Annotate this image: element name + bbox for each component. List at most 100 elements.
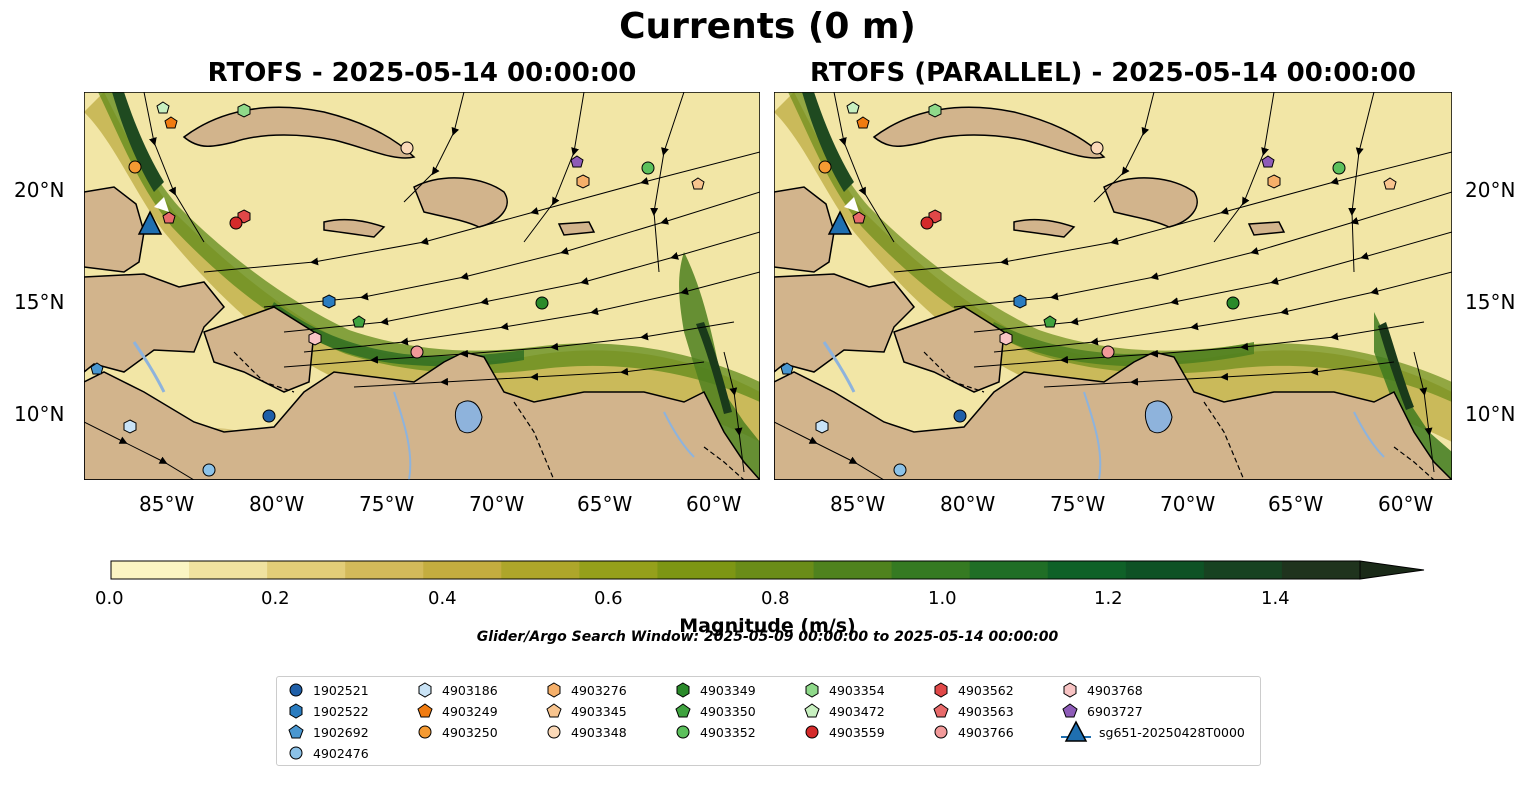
colorbar-segment <box>813 561 893 579</box>
current-map-right <box>774 92 1452 480</box>
legend-item: 4903348 <box>545 723 627 741</box>
lon-label-right-75: 75°W <box>1050 492 1106 516</box>
lon-label-left-60: 60°W <box>686 492 742 516</box>
colorbar-tick-3: 0.6 <box>594 588 623 609</box>
legend-marker-icon <box>805 682 819 698</box>
lon-label-right-80: 80°W <box>940 492 996 516</box>
legend-label: 1902521 <box>313 682 369 698</box>
colorbar-segment <box>423 561 502 579</box>
lat-label-right-20: 20°N <box>1465 178 1516 202</box>
colorbar-tick-4: 0.8 <box>761 588 790 609</box>
legend-label: 4903563 <box>958 703 1014 719</box>
legend-label: 4903766 <box>958 724 1014 740</box>
colorbar-segment <box>1125 561 1205 579</box>
legend-label: 4903276 <box>571 682 627 698</box>
legend-marker-icon <box>289 746 303 760</box>
legend-item: sg651-20250428T0000 <box>1061 720 1245 744</box>
legend-item: 1902522 <box>287 702 369 720</box>
legend-item: 4902476 <box>287 744 369 762</box>
legend-marker-icon <box>418 725 432 739</box>
search-window-text: Glider/Argo Search Window: 2025-05-09 00… <box>476 629 1059 645</box>
legend-marker-icon <box>934 682 948 698</box>
colorbar-segment <box>1047 561 1127 579</box>
legend-item: 4903563 <box>932 702 1014 720</box>
legend-label: 4903768 <box>1087 682 1143 698</box>
legend-marker-icon <box>1062 703 1078 718</box>
legend-marker-icon <box>1063 682 1077 698</box>
colorbar-segment <box>189 561 268 579</box>
legend-item: 6903727 <box>1061 702 1143 720</box>
legend-marker-icon <box>675 703 691 718</box>
legend-marker-icon <box>289 683 303 697</box>
colorbar-tick-5: 1.0 <box>928 588 957 609</box>
legend-item: 4903768 <box>1061 681 1143 699</box>
legend-label: 4903350 <box>700 703 756 719</box>
colorbar-segment <box>735 561 815 579</box>
legend-marker-icon <box>1061 720 1091 742</box>
legend-item: 4903350 <box>674 702 756 720</box>
colorbar-segment <box>1203 561 1283 579</box>
legend-item: 1902692 <box>287 723 369 741</box>
lat-label-left-20: 20°N <box>14 178 65 202</box>
legend-label: 4903250 <box>442 724 498 740</box>
lat-label-right-10: 10°N <box>1465 402 1516 426</box>
legend-item: 4903562 <box>932 681 1014 699</box>
legend-item: 4903250 <box>416 723 498 741</box>
lat-label-left-10: 10°N <box>14 402 65 426</box>
legend-marker-icon <box>804 703 820 718</box>
colorbar <box>110 560 1425 580</box>
legend-label: 4903345 <box>571 703 627 719</box>
legend-label: 4903249 <box>442 703 498 719</box>
colorbar-segment <box>969 561 1049 579</box>
map-panel-rtofs-parallel[interactable] <box>774 92 1452 480</box>
map-panel-rtofs[interactable] <box>84 92 760 480</box>
legend-label: 4902476 <box>313 745 369 761</box>
legend-item: 4903249 <box>416 702 498 720</box>
right-panel-title: RTOFS (PARALLEL) - 2025-05-14 00:00:00 <box>810 58 1416 88</box>
legend-marker-icon <box>547 682 561 698</box>
current-map-left <box>84 92 760 480</box>
colorbar-segment <box>1281 561 1361 579</box>
colorbar-segment <box>501 561 580 579</box>
colorbar-segment <box>657 561 736 579</box>
legend-label: sg651-20250428T0000 <box>1099 724 1245 740</box>
legend-item: 4903766 <box>932 723 1014 741</box>
legend-marker-icon <box>934 725 948 739</box>
colorbar-segment <box>267 561 346 579</box>
legend-marker-icon <box>417 703 433 718</box>
colorbar-segment <box>111 561 190 579</box>
legend-label: 4903559 <box>829 724 885 740</box>
legend-item: 4903276 <box>545 681 627 699</box>
colorbar-title: Magnitude (m/s) <box>679 615 856 637</box>
figure-title: Currents (0 m) <box>619 6 916 47</box>
lon-label-left-85: 85°W <box>139 492 195 516</box>
legend-label: 4903348 <box>571 724 627 740</box>
legend-item: 4903352 <box>674 723 756 741</box>
legend-label: 4903472 <box>829 703 885 719</box>
lon-label-right-85: 85°W <box>830 492 886 516</box>
legend-label: 4903349 <box>700 682 756 698</box>
lon-label-left-75: 75°W <box>359 492 415 516</box>
legend-label: 4903352 <box>700 724 756 740</box>
legend-label: 1902522 <box>313 703 369 719</box>
legend-item: 4903559 <box>803 723 885 741</box>
legend-item: 4903349 <box>674 681 756 699</box>
colorbar-tick-2: 0.4 <box>428 588 457 609</box>
legend-marker-icon <box>933 703 949 718</box>
legend-marker-icon <box>546 703 562 718</box>
legend-item: 4903472 <box>803 702 885 720</box>
left-panel-title: RTOFS - 2025-05-14 00:00:00 <box>207 58 637 88</box>
lon-label-left-80: 80°W <box>249 492 305 516</box>
lon-label-right-65: 65°W <box>1268 492 1324 516</box>
colorbar-tick-1: 0.2 <box>261 588 290 609</box>
lon-label-right-70: 70°W <box>1160 492 1216 516</box>
legend-marker-icon <box>289 703 303 719</box>
legend-marker-icon <box>547 725 561 739</box>
legend-item: 4903354 <box>803 681 885 699</box>
legend-marker-icon <box>805 725 819 739</box>
lon-label-left-65: 65°W <box>577 492 633 516</box>
colorbar-segment <box>891 561 971 579</box>
legend-item: 4903186 <box>416 681 498 699</box>
colorbar-segment <box>345 561 424 579</box>
legend: 1902521 1902522 1902692 4902476 4903186 49032… <box>276 676 1261 766</box>
